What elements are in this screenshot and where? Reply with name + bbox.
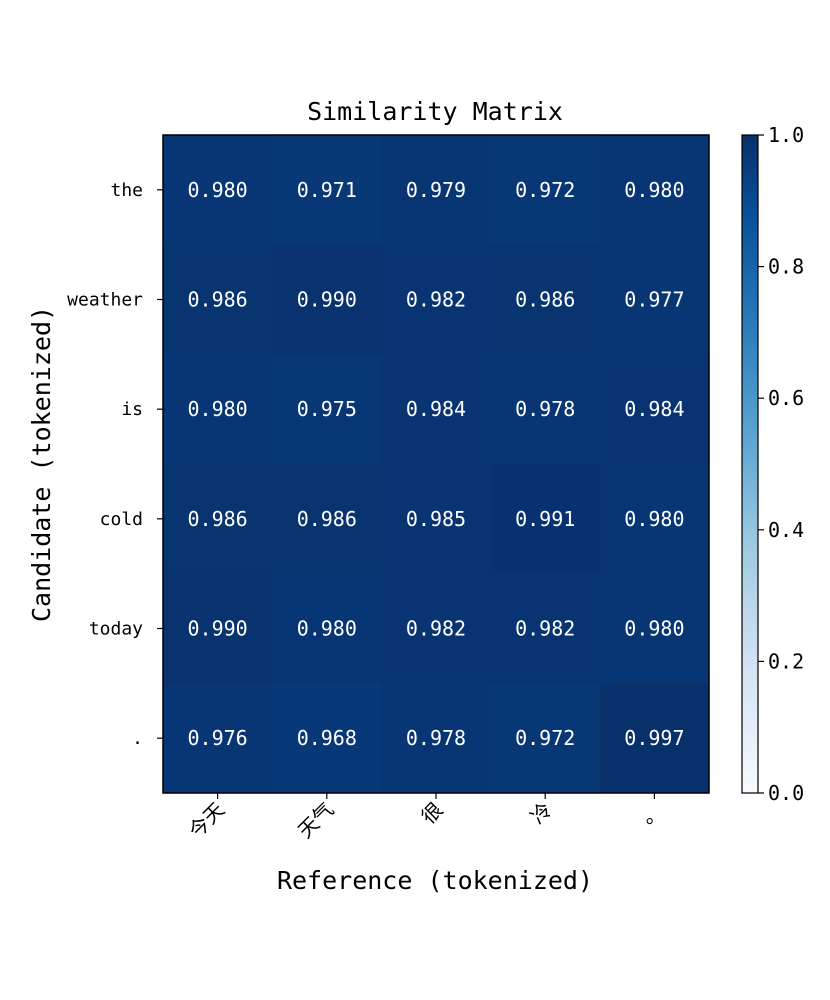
heatmap-cell bbox=[381, 464, 492, 575]
colorbar-ticks: 0.0 0.2 0.4 0.6 0.8 1.0 bbox=[758, 123, 804, 805]
heatmap-cell bbox=[490, 464, 601, 575]
cell-value-label: 0.980 bbox=[624, 178, 684, 202]
cell-value-label: 0.997 bbox=[624, 726, 684, 750]
x-tick-label: 很 bbox=[416, 798, 447, 829]
x-tick-label: 今天 bbox=[184, 798, 229, 843]
heatmap-cell bbox=[490, 354, 601, 465]
cell-value-label: 0.986 bbox=[187, 288, 247, 312]
heatmap-cell bbox=[272, 244, 382, 355]
colorbar-tick-label: 0.8 bbox=[768, 255, 804, 279]
heatmap-cell bbox=[599, 683, 710, 794]
heatmap-cell-labels: 0.980 0.971 0.979 0.972 0.980 0.986 0.990 0.982… bbox=[187, 178, 684, 750]
x-axis-label: Reference (tokenized) bbox=[277, 866, 593, 895]
heatmap-cell bbox=[163, 573, 273, 684]
cell-value-label: 0.990 bbox=[297, 288, 357, 312]
heatmap-cell bbox=[163, 683, 273, 794]
heatmap-cell bbox=[490, 573, 601, 684]
heatmap-cell bbox=[272, 683, 382, 794]
colorbar-tick-label: 0.6 bbox=[768, 386, 804, 410]
cell-value-label: 0.982 bbox=[515, 617, 575, 641]
y-axis-ticks: the weather is cold today. bbox=[67, 180, 163, 749]
cell-value-label: 0.978 bbox=[406, 726, 466, 750]
heatmap-cell bbox=[599, 135, 710, 246]
colorbar-tick-label: 0.0 bbox=[768, 781, 804, 805]
heatmap-cell bbox=[272, 573, 382, 684]
cell-value-label: 0.980 bbox=[624, 617, 684, 641]
heatmap-cell bbox=[381, 573, 492, 684]
colorbar-tick-label: 0.2 bbox=[768, 649, 804, 673]
cell-value-label: 0.985 bbox=[406, 507, 466, 531]
heatmap-cells bbox=[163, 135, 710, 794]
cell-value-label: 0.980 bbox=[624, 507, 684, 531]
cell-value-label: 0.980 bbox=[187, 178, 247, 202]
cell-value-label: 0.975 bbox=[297, 397, 357, 421]
heatmap-cell bbox=[163, 244, 273, 355]
cell-value-label: 0.972 bbox=[515, 726, 575, 750]
cell-value-label: 0.986 bbox=[515, 288, 575, 312]
heatmap-cell bbox=[490, 244, 601, 355]
heatmap-cell bbox=[599, 573, 710, 684]
cell-value-label: 0.978 bbox=[515, 397, 575, 421]
cell-value-label: 0.971 bbox=[297, 178, 357, 202]
cell-value-label: 0.972 bbox=[515, 178, 575, 202]
cell-value-label: 0.991 bbox=[515, 507, 575, 531]
cell-value-label: 0.968 bbox=[297, 726, 357, 750]
heatmap-cell bbox=[490, 683, 601, 794]
x-axis-ticks: 今天 天气 很 冷 。 bbox=[184, 793, 666, 843]
heatmap-cell bbox=[599, 464, 710, 575]
cell-value-label: 0.976 bbox=[187, 726, 247, 750]
heatmap-cell bbox=[163, 464, 273, 575]
cell-value-label: 0.977 bbox=[624, 288, 684, 312]
heatmap-cell bbox=[272, 135, 382, 246]
heatmap-cell bbox=[381, 683, 492, 794]
heatmap-cell bbox=[490, 135, 601, 246]
x-tick-label: 冷 bbox=[526, 798, 557, 829]
x-tick-label: 。 bbox=[635, 798, 666, 829]
y-tick-label: weather bbox=[67, 290, 143, 311]
cell-value-label: 0.979 bbox=[406, 178, 466, 202]
colorbar-tick-label: 1.0 bbox=[768, 123, 804, 147]
x-tick-label: 天气 bbox=[293, 798, 338, 843]
y-tick-label: today bbox=[89, 619, 143, 640]
heatmap-cell bbox=[381, 135, 492, 246]
heatmap-cell bbox=[272, 354, 382, 465]
cell-value-label: 0.982 bbox=[406, 288, 466, 312]
y-tick-label: . bbox=[132, 728, 143, 749]
cell-value-label: 0.982 bbox=[406, 617, 466, 641]
y-axis-label: Candidate (tokenized) bbox=[27, 306, 56, 622]
heatmap-cell bbox=[163, 135, 273, 246]
cell-value-label: 0.984 bbox=[406, 397, 466, 421]
colorbar bbox=[741, 134, 759, 794]
heatmap-cell bbox=[381, 354, 492, 465]
y-tick-label: cold bbox=[100, 509, 143, 530]
cell-value-label: 0.986 bbox=[187, 507, 247, 531]
heatmap-cell bbox=[599, 244, 710, 355]
heatmap-cell bbox=[163, 354, 273, 465]
heatmap-cell bbox=[381, 244, 492, 355]
y-tick-label: is bbox=[121, 399, 143, 420]
y-tick-label: the bbox=[110, 180, 143, 201]
cell-value-label: 0.980 bbox=[187, 397, 247, 421]
cell-value-label: 0.990 bbox=[187, 617, 247, 641]
heatmap-cell bbox=[272, 464, 382, 575]
cell-value-label: 0.980 bbox=[297, 617, 357, 641]
heatmap-cell bbox=[599, 354, 710, 465]
cell-value-label: 0.986 bbox=[297, 507, 357, 531]
cell-value-label: 0.984 bbox=[624, 397, 684, 421]
chart-title: Similarity Matrix bbox=[307, 97, 563, 126]
colorbar-tick-label: 0.4 bbox=[768, 518, 804, 542]
